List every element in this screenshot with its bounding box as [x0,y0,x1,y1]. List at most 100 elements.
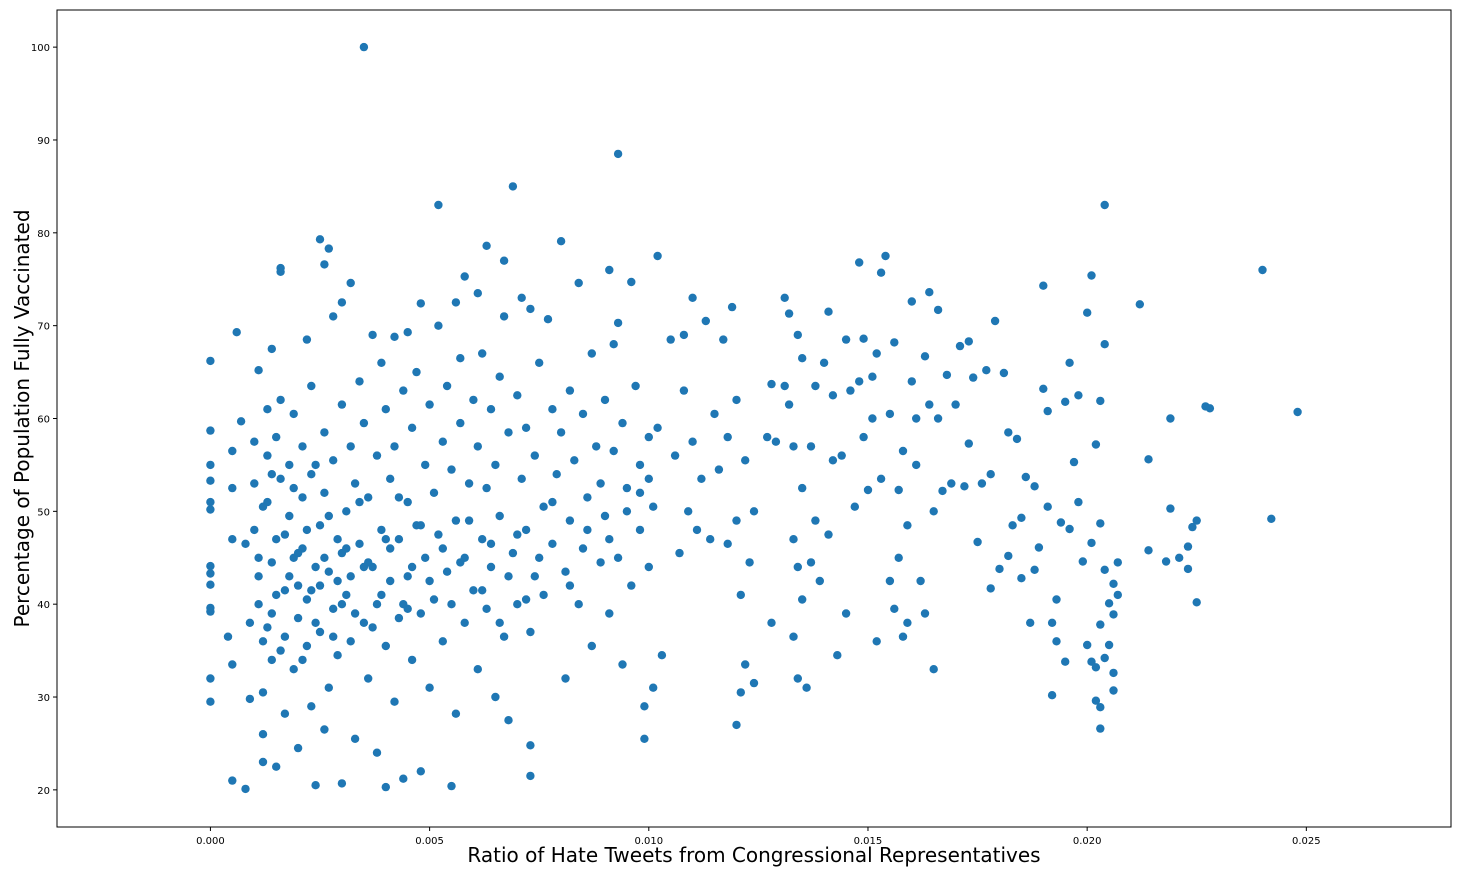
data-point [504,572,513,581]
data-point [241,539,250,548]
data-point [263,405,272,414]
x-axis-label: Ratio of Hate Tweets from Congressional … [467,843,1040,867]
data-point [293,548,303,558]
data-point [425,576,434,586]
data-point [206,460,215,470]
data-point [714,465,724,474]
x-tick-label: 0.005 [415,836,444,847]
data-point [228,660,237,669]
data-point [473,442,482,451]
data-point [526,304,535,314]
data-point [250,479,259,488]
data-point [1100,653,1109,663]
data-point [324,683,333,692]
x-axis-ticks: 0.000 0.005 0.010 0.015 0.020 0.025 [196,827,1321,847]
data-point [1021,472,1030,482]
data-point [258,757,268,767]
data-point [692,525,702,535]
y-tick-label: 100 [31,43,50,54]
data-point [451,298,461,307]
y-tick-label: 70 [37,322,50,333]
data-point [964,337,973,346]
data-point [320,260,329,269]
data-point [912,414,921,423]
data-point [1175,553,1184,562]
data-point [469,395,478,405]
data-point [723,432,732,442]
data-point [749,507,759,516]
data-point [1091,440,1101,449]
data-point [280,632,290,641]
data-point [1074,391,1083,400]
data-point [745,558,754,567]
data-point [320,725,329,734]
data-point [640,734,649,743]
data-point [890,604,899,613]
data-point [381,405,390,414]
data-point [1100,340,1109,349]
data-point [855,258,864,267]
data-point [561,674,570,683]
data-point [1039,281,1048,290]
data-point [736,688,745,697]
data-point [837,451,846,460]
data-point [473,289,482,298]
data-point [272,432,281,442]
y-tick-label: 50 [37,507,50,518]
data-point [329,604,338,613]
y-axis-ticks: 20 30 40 50 60 70 80 90 100 [31,43,57,797]
data-point [990,316,1000,326]
data-point [337,400,347,409]
data-point [346,572,355,581]
data-point [1087,538,1096,548]
data-point [1109,686,1118,695]
data-point [333,651,342,660]
data-point [460,618,469,627]
plot-area-frame [56,9,1452,828]
data-point [763,432,772,442]
data-point [513,391,522,400]
data-point [833,651,842,660]
data-point [1008,521,1017,530]
data-point [995,564,1004,574]
data-point [732,395,741,405]
data-point [749,678,759,688]
data-point [736,590,745,600]
data-point [872,637,881,646]
data-point [824,307,833,316]
data-point [311,562,320,572]
data-point [1047,691,1057,700]
data-point [846,386,855,395]
data-point [1161,557,1171,566]
data-point [1205,404,1215,413]
data-point [898,632,908,641]
data-point [364,674,373,683]
data-point [688,437,697,446]
data-point [403,604,412,613]
data-point [272,535,281,544]
data-point [526,771,535,781]
data-point [206,356,215,366]
data-point [355,539,364,548]
data-point [596,558,605,567]
data-point [635,525,645,535]
data-point [263,451,272,460]
data-point [780,381,789,391]
data-point [789,535,798,544]
data-point [377,358,386,367]
data-point [644,562,653,572]
data-point [307,586,316,595]
data-point [421,460,430,470]
data-point [499,312,509,321]
data-point [315,627,325,637]
data-point [425,683,434,692]
y-tick-label: 80 [37,229,50,240]
data-point [517,293,526,302]
data-point [578,544,588,553]
data-point [307,381,316,391]
data-point [359,42,369,52]
data-point [298,493,307,502]
data-point [631,381,640,391]
data-point [434,321,443,330]
data-point [596,479,605,488]
